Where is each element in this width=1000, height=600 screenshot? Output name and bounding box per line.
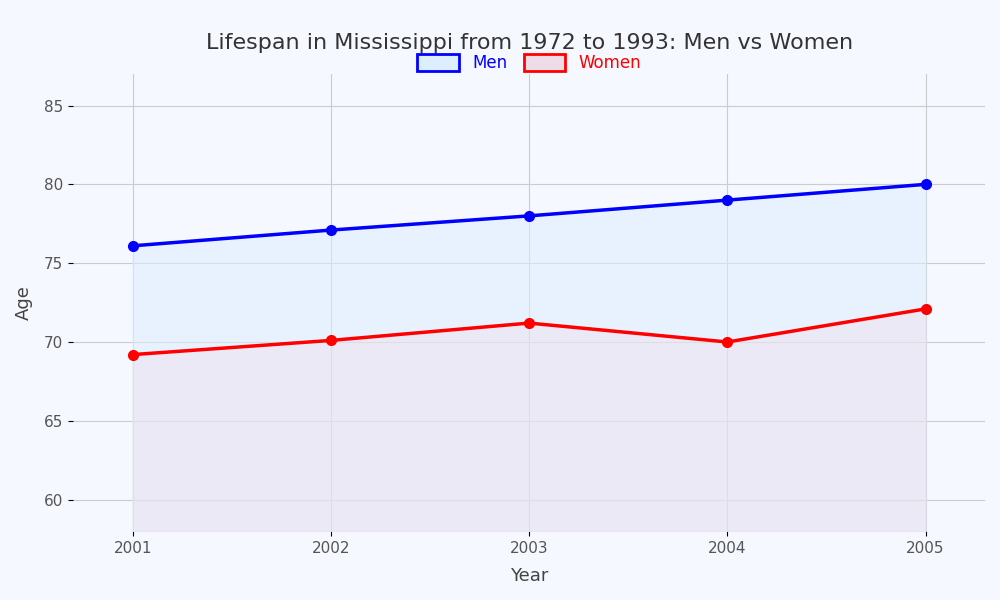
Line: Women: Women [128, 304, 930, 359]
Legend: Men, Women: Men, Women [409, 46, 650, 80]
Men [325, 226, 337, 233]
Y-axis label: Age: Age [15, 285, 33, 320]
Women [325, 337, 337, 344]
Title: Lifespan in Mississippi from 1972 to 1993: Men vs Women: Lifespan in Mississippi from 1972 to 199… [206, 33, 853, 53]
Women [920, 305, 932, 313]
Men [721, 197, 733, 204]
Women [523, 319, 535, 326]
Women [721, 338, 733, 346]
Men [127, 242, 139, 250]
Women [127, 351, 139, 358]
Line: Men: Men [128, 179, 930, 251]
X-axis label: Year: Year [510, 567, 548, 585]
Men [523, 212, 535, 220]
Men [920, 181, 932, 188]
